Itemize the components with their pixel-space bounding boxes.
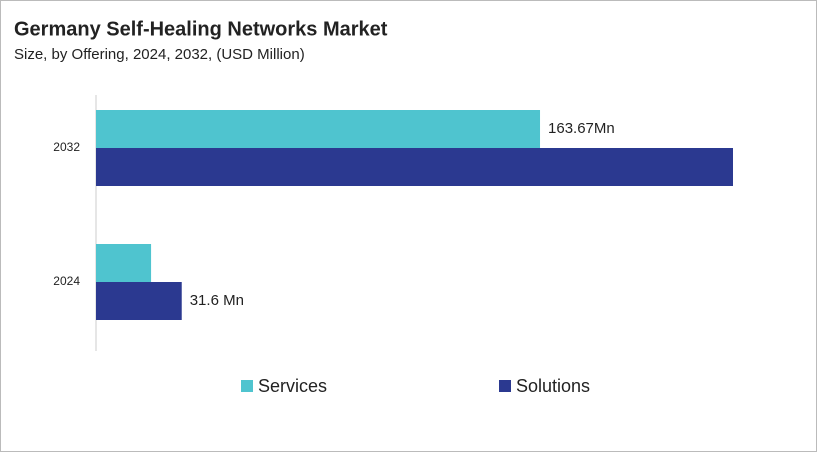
y-tick-label: 2024 (53, 274, 80, 288)
chart-subtitle: Size, by Offering, 2024, 2032, (USD Mill… (14, 46, 305, 63)
y-tick-label: 2032 (53, 140, 80, 154)
bar (96, 148, 733, 186)
bar (96, 282, 182, 320)
chart-title: Germany Self-Healing Networks Market (14, 18, 388, 40)
legend-swatch (241, 380, 253, 392)
value-label: 31.6 Mn (190, 292, 244, 309)
legend-swatch (499, 380, 511, 392)
legend-label: Solutions (516, 376, 590, 396)
bar (96, 110, 541, 148)
legend-label: Services (258, 376, 327, 396)
value-label: 163.67Mn (548, 120, 615, 137)
bar (96, 244, 152, 282)
